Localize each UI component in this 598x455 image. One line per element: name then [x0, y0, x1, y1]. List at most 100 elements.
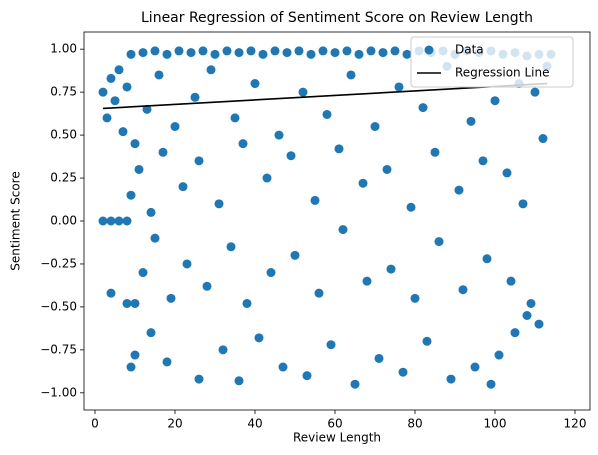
- data-point: [126, 190, 136, 200]
- data-point: [538, 134, 548, 144]
- data-point: [190, 92, 200, 102]
- data-point: [302, 371, 312, 381]
- data-point: [130, 350, 140, 360]
- data-point: [518, 199, 528, 209]
- y-tick-label: −0.50: [40, 299, 77, 313]
- y-tick-label: 0.25: [50, 171, 77, 185]
- y-tick-label: −1.00: [40, 385, 77, 399]
- x-tick-label: 40: [247, 417, 262, 431]
- data-point: [194, 374, 204, 384]
- data-point: [446, 374, 456, 384]
- data-point: [490, 96, 500, 106]
- data-point: [98, 87, 108, 97]
- data-point: [122, 82, 132, 92]
- data-point: [478, 156, 488, 166]
- data-point: [354, 49, 364, 59]
- data-point: [526, 298, 536, 308]
- data-point: [138, 48, 148, 58]
- data-point: [454, 185, 464, 195]
- data-point: [150, 46, 160, 56]
- data-point: [234, 376, 244, 386]
- data-point: [258, 49, 268, 59]
- data-point: [350, 379, 360, 389]
- data-point: [114, 65, 124, 75]
- data-point: [286, 151, 296, 161]
- data-point: [230, 113, 240, 123]
- data-point: [142, 104, 152, 114]
- data-point: [402, 49, 412, 59]
- data-point: [398, 367, 408, 377]
- x-tick-label: 20: [167, 417, 182, 431]
- y-tick-label: 1.00: [50, 42, 77, 56]
- data-point: [222, 46, 232, 56]
- data-point: [422, 336, 432, 346]
- data-point: [530, 87, 540, 97]
- data-point: [306, 49, 316, 59]
- data-point: [254, 333, 264, 343]
- data-point: [482, 254, 492, 264]
- data-point: [294, 46, 304, 56]
- data-point: [270, 46, 280, 56]
- data-point: [386, 264, 396, 274]
- data-point: [266, 268, 276, 278]
- data-point: [126, 362, 136, 372]
- data-point: [506, 276, 516, 286]
- data-point: [162, 357, 172, 367]
- data-point: [174, 46, 184, 56]
- data-point: [410, 293, 420, 303]
- data-point: [98, 216, 108, 226]
- data-point: [378, 48, 388, 58]
- data-point: [374, 353, 384, 363]
- data-point: [330, 48, 340, 58]
- data-point: [146, 328, 156, 338]
- data-point: [246, 46, 256, 56]
- data-point: [458, 285, 468, 295]
- x-tick-label: 120: [564, 417, 587, 431]
- data-point: [326, 340, 336, 350]
- data-point: [218, 345, 228, 355]
- data-point: [178, 182, 188, 192]
- data-point: [430, 147, 440, 157]
- data-point: [114, 216, 124, 226]
- data-point: [290, 250, 300, 260]
- data-point: [126, 49, 136, 59]
- data-point: [502, 168, 512, 178]
- x-tick-label: 100: [484, 417, 507, 431]
- data-point: [146, 207, 156, 217]
- data-point: [186, 48, 196, 58]
- data-point: [470, 362, 480, 372]
- data-point: [334, 144, 344, 154]
- data-point: [206, 65, 216, 75]
- axes-frame: [83, 31, 591, 411]
- data-point: [238, 139, 248, 149]
- x-tick-label: 80: [407, 417, 422, 431]
- data-point: [170, 122, 180, 131]
- data-point: [274, 130, 284, 140]
- data-point: [382, 164, 392, 174]
- data-point: [182, 259, 192, 269]
- data-point: [122, 216, 132, 226]
- y-tick-label: −0.75: [40, 342, 77, 356]
- data-point: [310, 195, 320, 205]
- data-point: [434, 237, 444, 247]
- data-point: [322, 109, 332, 119]
- data-point: [106, 73, 116, 83]
- data-point: [314, 288, 324, 298]
- data-point: [370, 122, 380, 131]
- data-point: [282, 48, 292, 58]
- data-point: [130, 298, 140, 308]
- data-point: [418, 103, 428, 113]
- data-point: [466, 116, 476, 126]
- legend-label: Regression Line: [455, 66, 549, 80]
- data-point: [214, 199, 224, 209]
- legend-label: Data: [455, 43, 484, 57]
- data-point: [234, 48, 244, 58]
- data-point: [250, 79, 260, 89]
- data-point: [226, 242, 236, 252]
- y-tick-label: 0.75: [50, 85, 77, 99]
- x-axis-label: Review Length: [293, 431, 381, 445]
- legend-box: [410, 36, 574, 88]
- data-point: [362, 276, 372, 286]
- data-point: [278, 362, 288, 372]
- data-point: [242, 298, 252, 308]
